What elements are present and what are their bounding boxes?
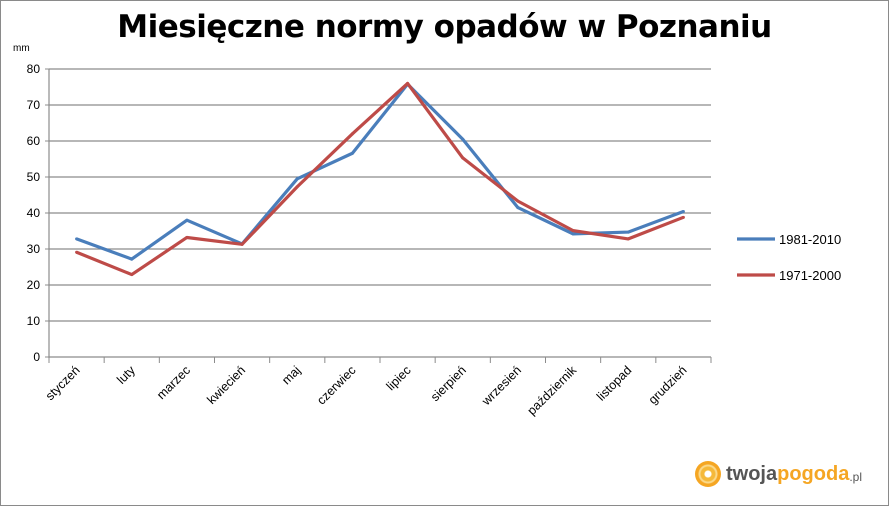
x-tick-label: kwiecień — [204, 363, 248, 407]
x-tick-label: grudzień — [646, 363, 690, 407]
x-tick-label: czerwiec — [314, 363, 358, 407]
x-tick-label: listopad — [594, 363, 634, 403]
data-point — [295, 177, 299, 181]
x-tick-label: sierpień — [428, 363, 469, 404]
sun-icon — [695, 461, 721, 487]
y-axis-unit: mm — [13, 43, 30, 54]
data-point — [240, 242, 244, 246]
x-tick-label: maj — [279, 363, 303, 387]
x-tick-label: lipiec — [384, 363, 414, 393]
data-point — [185, 218, 189, 222]
logo-text-accent: pogoda — [777, 462, 850, 485]
x-tick-label: październik — [525, 363, 580, 418]
legend-label: 1971-2000 — [779, 268, 841, 283]
y-tick-label: 70 — [27, 98, 41, 112]
data-point — [681, 210, 685, 214]
data-point — [626, 230, 630, 234]
data-point — [461, 156, 465, 160]
y-tick-label: 60 — [27, 134, 41, 148]
data-point — [75, 250, 79, 254]
data-point — [130, 273, 134, 277]
y-tick-label: 30 — [27, 242, 41, 256]
data-point — [516, 199, 520, 203]
data-point — [130, 257, 134, 261]
data-point — [406, 81, 410, 85]
x-tick-label: marzec — [154, 363, 193, 402]
y-tick-label: 20 — [27, 278, 41, 292]
data-point — [571, 229, 575, 233]
logo-text-domain: .pl — [849, 470, 863, 484]
data-point — [571, 232, 575, 236]
data-point — [516, 206, 520, 210]
data-point — [626, 237, 630, 241]
data-point — [461, 137, 465, 141]
x-tick-label: wrzesień — [479, 363, 525, 409]
chart-title: Miesięczne normy opadów w Poznaniu — [117, 9, 772, 45]
y-tick-label: 50 — [27, 170, 41, 184]
x-tick-label: styczeń — [43, 363, 83, 403]
logo-text: twoja — [726, 462, 778, 485]
x-tick-label: luty — [114, 363, 138, 387]
y-tick-label: 80 — [27, 62, 41, 76]
data-point — [681, 215, 685, 219]
data-point — [185, 235, 189, 239]
twojapogoda-logo: twoja pogoda .pl — [695, 461, 862, 487]
y-tick-label: 40 — [27, 206, 41, 220]
data-point — [75, 237, 79, 241]
data-point — [350, 151, 354, 155]
legend-label: 1981-2010 — [779, 232, 841, 247]
y-tick-label: 0 — [33, 350, 40, 364]
data-point — [350, 132, 354, 136]
y-tick-label: 10 — [27, 314, 41, 328]
data-point — [295, 185, 299, 189]
series-line-1971-2000 — [75, 81, 685, 277]
